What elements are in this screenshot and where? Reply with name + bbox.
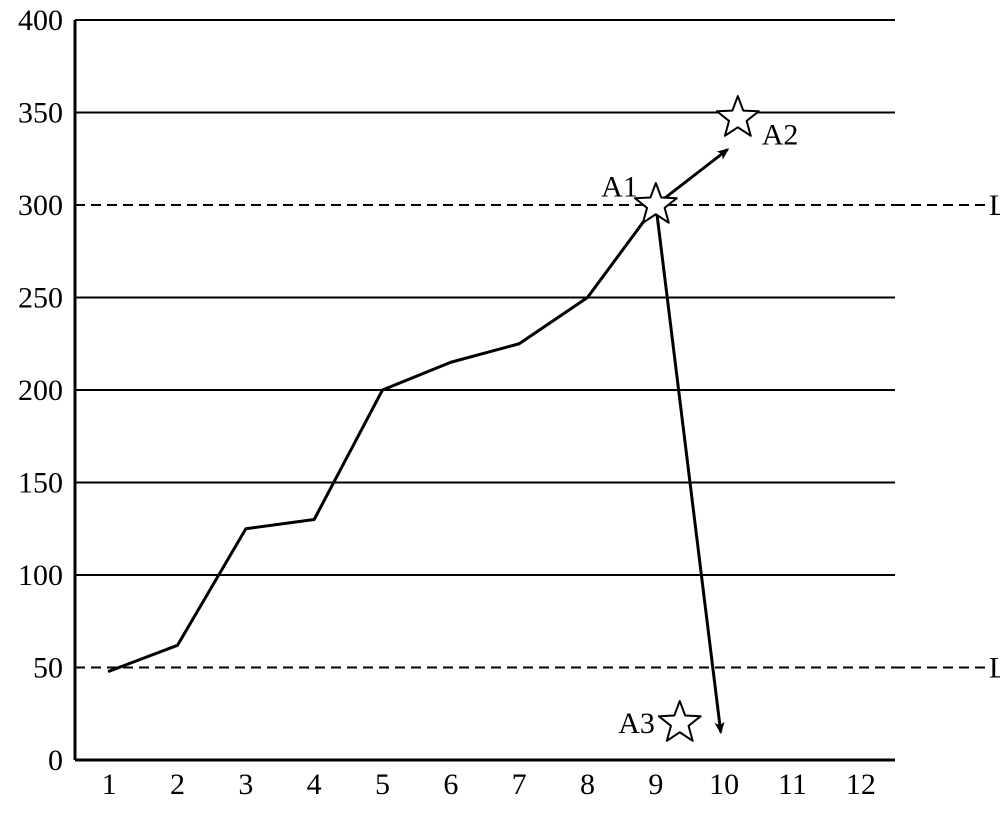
y-tick-label: 0 xyxy=(48,744,63,777)
y-tick-label: 300 xyxy=(18,189,63,222)
annotation-label: A1 xyxy=(601,171,638,204)
x-tick-label: 6 xyxy=(443,768,458,801)
y-tick-label: 200 xyxy=(18,374,63,407)
reference-line-label: L2 xyxy=(989,652,1000,685)
chart-svg: L1L2050100150200250300350400123456789101… xyxy=(0,0,1000,828)
x-tick-label: 7 xyxy=(512,768,527,801)
annotation-label: A3 xyxy=(618,707,655,740)
annotation-label: A2 xyxy=(762,119,799,152)
x-tick-label: 3 xyxy=(238,768,253,801)
x-tick-label: 11 xyxy=(778,768,807,801)
x-tick-label: 1 xyxy=(102,768,117,801)
line-chart: L1L2050100150200250300350400123456789101… xyxy=(0,0,1000,828)
x-tick-label: 12 xyxy=(846,768,876,801)
y-tick-label: 50 xyxy=(33,652,63,685)
x-tick-label: 2 xyxy=(170,768,185,801)
y-tick-label: 150 xyxy=(18,467,63,500)
y-tick-label: 350 xyxy=(18,97,63,130)
reference-line-label: L1 xyxy=(989,189,1000,222)
y-tick-label: 400 xyxy=(18,4,63,37)
y-tick-label: 100 xyxy=(18,559,63,592)
x-tick-label: 10 xyxy=(709,768,739,801)
x-tick-label: 5 xyxy=(375,768,390,801)
y-tick-label: 250 xyxy=(18,282,63,315)
x-tick-label: 8 xyxy=(580,768,595,801)
x-tick-label: 4 xyxy=(307,768,322,801)
x-tick-label: 9 xyxy=(648,768,663,801)
